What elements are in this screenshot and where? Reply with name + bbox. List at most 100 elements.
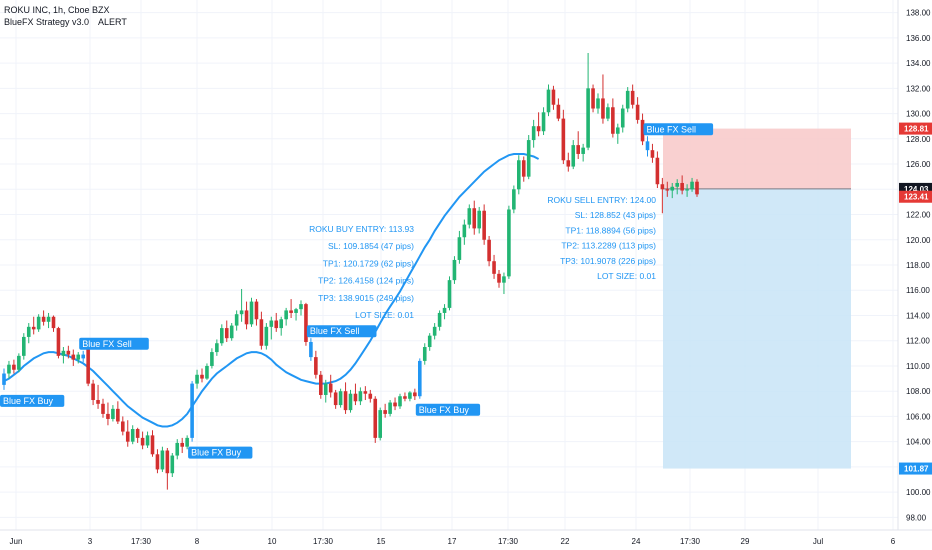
candle-body[interactable]: [12, 364, 16, 370]
candle-body[interactable]: [403, 396, 407, 399]
candle-body[interactable]: [210, 352, 214, 366]
candle-body[interactable]: [685, 189, 689, 191]
candle-body[interactable]: [616, 127, 620, 134]
candle-body[interactable]: [51, 316, 56, 329]
candle-body[interactable]: [71, 354, 76, 360]
candle-body[interactable]: [467, 208, 472, 225]
candle-body[interactable]: [2, 373, 6, 385]
candle-body[interactable]: [630, 90, 635, 105]
candle-body[interactable]: [482, 210, 486, 240]
candle-body[interactable]: [601, 98, 605, 119]
candle-body[interactable]: [86, 345, 90, 384]
candle-body[interactable]: [640, 119, 645, 142]
candle-body[interactable]: [413, 392, 417, 397]
buy-signal-label-bg[interactable]: [188, 446, 253, 459]
candle-body[interactable]: [319, 374, 323, 395]
candle-body[interactable]: [279, 319, 283, 329]
candle-body[interactable]: [512, 189, 516, 210]
candle-body[interactable]: [244, 310, 249, 325]
candle-body[interactable]: [220, 328, 224, 344]
candle-body[interactable]: [536, 126, 541, 132]
candle-body[interactable]: [338, 391, 343, 406]
candle-body[interactable]: [398, 396, 402, 407]
sell-signal-label-bg[interactable]: [79, 337, 149, 350]
candle-body[interactable]: [323, 383, 328, 395]
candle-body[interactable]: [620, 108, 625, 128]
candle-body[interactable]: [165, 450, 170, 474]
candle-body[interactable]: [36, 316, 41, 330]
candle-body[interactable]: [457, 237, 462, 260]
candle-body[interactable]: [125, 431, 130, 442]
candle-body[interactable]: [442, 307, 447, 313]
candle-body[interactable]: [140, 437, 145, 446]
candle-body[interactable]: [41, 316, 46, 322]
candle-body[interactable]: [556, 104, 561, 119]
candle-body[interactable]: [373, 398, 378, 438]
candle-body[interactable]: [521, 160, 526, 177]
candle-body[interactable]: [650, 150, 655, 158]
candle-body[interactable]: [121, 421, 125, 432]
candle-body[interactable]: [135, 429, 140, 438]
candle-body[interactable]: [106, 413, 110, 419]
candle-body[interactable]: [358, 391, 363, 402]
candle-body[interactable]: [328, 383, 333, 393]
candle-body[interactable]: [388, 402, 392, 414]
candle-body[interactable]: [190, 383, 194, 438]
sell-signal-label-bg[interactable]: [643, 123, 714, 136]
candle-body[interactable]: [309, 341, 313, 358]
candle-body[interactable]: [264, 326, 269, 346]
candle-body[interactable]: [625, 90, 630, 109]
candle-body[interactable]: [447, 280, 452, 308]
candle-body[interactable]: [383, 410, 387, 414]
candle-body[interactable]: [46, 316, 51, 322]
candle-body[interactable]: [645, 141, 650, 151]
candle-body[interactable]: [531, 126, 536, 141]
candle-body[interactable]: [145, 435, 150, 446]
candle-body[interactable]: [477, 210, 481, 229]
candle-body[interactable]: [665, 189, 670, 191]
candle-body[interactable]: [452, 259, 457, 281]
candle-body[interactable]: [116, 408, 120, 422]
candle-body[interactable]: [492, 261, 496, 274]
candle-body[interactable]: [363, 391, 368, 394]
candle-body[interactable]: [66, 350, 71, 355]
candle-body[interactable]: [249, 301, 254, 325]
candle-body[interactable]: [259, 319, 264, 346]
sell-signal-label-bg[interactable]: [306, 325, 377, 338]
take-profit-zone[interactable]: [663, 188, 851, 469]
candle-body[interactable]: [333, 392, 338, 406]
candle-body[interactable]: [680, 182, 684, 191]
candle-body[interactable]: [229, 325, 234, 339]
candle-body[interactable]: [299, 304, 303, 310]
candle-body[interactable]: [526, 140, 531, 177]
candle-body[interactable]: [571, 145, 576, 167]
candle-body[interactable]: [26, 326, 31, 337]
candle-body[interactable]: [591, 88, 595, 109]
candle-body[interactable]: [150, 435, 155, 455]
candle-body[interactable]: [61, 350, 66, 356]
candle-body[interactable]: [284, 310, 288, 320]
candle-body[interactable]: [596, 98, 600, 109]
candle-body[interactable]: [675, 182, 679, 187]
candle-body[interactable]: [566, 160, 571, 167]
candle-body[interactable]: [695, 181, 699, 195]
candle-body[interactable]: [660, 184, 665, 190]
candle-body[interactable]: [205, 365, 209, 379]
candle-body[interactable]: [175, 442, 180, 456]
candle-body[interactable]: [606, 107, 610, 119]
candle-body[interactable]: [635, 104, 640, 120]
candle-body[interactable]: [581, 147, 585, 154]
candle-body[interactable]: [304, 304, 308, 342]
candle-body[interactable]: [378, 410, 382, 438]
candle-body[interactable]: [507, 209, 511, 277]
stop-loss-zone[interactable]: [663, 128, 851, 189]
candle-body[interactable]: [655, 157, 660, 185]
candle-body[interactable]: [254, 301, 259, 320]
candle-body[interactable]: [180, 442, 184, 447]
candle-body[interactable]: [170, 455, 175, 474]
candle-body[interactable]: [690, 181, 694, 190]
candle-body[interactable]: [472, 208, 477, 229]
candle-body[interactable]: [437, 312, 442, 327]
